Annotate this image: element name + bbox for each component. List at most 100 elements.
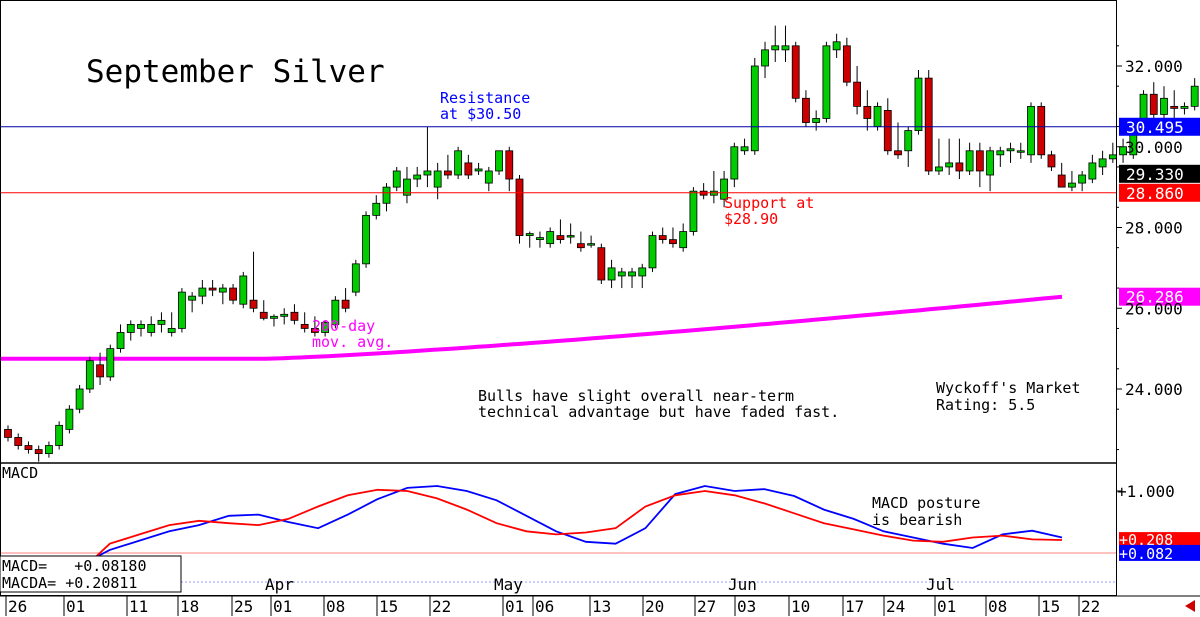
candle-body bbox=[270, 315, 278, 319]
macd-series-line bbox=[79, 485, 1063, 567]
candle-body bbox=[996, 150, 1005, 156]
candle-body bbox=[464, 162, 473, 176]
support-label-line1: Support at bbox=[724, 194, 814, 212]
candle-body bbox=[188, 295, 197, 301]
bulls-comment-line2: technical advantage but have faded fast. bbox=[478, 403, 839, 421]
y-tick-label: 26.000 bbox=[1125, 299, 1183, 318]
candle-body bbox=[126, 323, 135, 333]
candle-body bbox=[863, 105, 872, 119]
x-date-label: 10 bbox=[791, 597, 810, 616]
sma-label-line1: 200-day bbox=[312, 317, 375, 335]
candle-body bbox=[4, 428, 12, 438]
candle-body bbox=[259, 311, 268, 319]
candle-body bbox=[1047, 154, 1056, 168]
candle-body bbox=[1088, 162, 1097, 180]
candle-body bbox=[239, 275, 248, 305]
candle-body bbox=[730, 146, 739, 180]
x-date-label: 01 bbox=[273, 597, 292, 616]
candle-body bbox=[1149, 93, 1158, 115]
x-date-label: 20 bbox=[645, 597, 664, 616]
support-tag-value: 28.860 bbox=[1126, 184, 1184, 203]
candle-body bbox=[14, 437, 23, 446]
scroll-left-arrow-icon[interactable] bbox=[1185, 600, 1195, 612]
candle-body bbox=[423, 170, 432, 176]
candle-body bbox=[474, 168, 483, 172]
resistance-tag-box bbox=[1119, 117, 1200, 136]
candle-body bbox=[740, 146, 749, 152]
macd-comment-line1: MACD posture bbox=[872, 494, 980, 512]
candle-body bbox=[382, 186, 391, 204]
candle-body bbox=[689, 190, 698, 232]
candle-body bbox=[55, 424, 64, 446]
candle-body bbox=[75, 388, 84, 410]
candle-body bbox=[137, 323, 145, 329]
x-date-label: 15 bbox=[1041, 597, 1060, 616]
candle-body bbox=[914, 77, 923, 132]
candle-body bbox=[85, 360, 94, 390]
x-date-label: 18 bbox=[180, 597, 199, 616]
y-tick-label: 32.000 bbox=[1125, 57, 1183, 76]
last-price-tag-box bbox=[1119, 164, 1200, 183]
candle-body bbox=[362, 214, 370, 265]
candle-body bbox=[413, 174, 422, 180]
candle-body bbox=[24, 445, 33, 450]
candle-body bbox=[720, 178, 728, 200]
x-date-label: 22 bbox=[1081, 597, 1100, 616]
x-month-label: Jul bbox=[926, 575, 955, 594]
candle-body bbox=[147, 323, 156, 333]
candle-body bbox=[167, 328, 176, 333]
candle-body bbox=[607, 267, 616, 281]
macd-panel: +1.000 +0.208+0.082 bbox=[0, 482, 1200, 583]
candle-body bbox=[280, 313, 289, 317]
candle-body bbox=[341, 299, 350, 309]
candle-body bbox=[771, 45, 780, 51]
candle-body bbox=[351, 263, 360, 293]
candle-body bbox=[198, 287, 207, 297]
candle-body bbox=[832, 41, 841, 51]
x-month-label: Jun bbox=[728, 575, 757, 594]
candle-body bbox=[883, 110, 892, 152]
candle-body bbox=[1078, 174, 1087, 184]
candlesticks bbox=[4, 25, 1199, 462]
candle-body bbox=[1170, 105, 1179, 109]
support-tag-box bbox=[1119, 183, 1200, 202]
candle-body bbox=[536, 237, 544, 241]
candle-body bbox=[45, 445, 53, 454]
macd-tick-label: +1.000 bbox=[1117, 482, 1175, 501]
candle-body bbox=[955, 162, 964, 172]
x-date-label: 13 bbox=[592, 597, 611, 616]
candle-body bbox=[1027, 105, 1035, 156]
candle-body bbox=[1037, 105, 1046, 156]
candle-body bbox=[1068, 182, 1076, 188]
candle-body bbox=[218, 287, 227, 293]
candle-body bbox=[750, 65, 759, 152]
candle-body bbox=[853, 81, 861, 107]
candle-body bbox=[515, 178, 524, 236]
candle-body bbox=[96, 364, 104, 378]
chart-title: September Silver bbox=[86, 54, 385, 90]
candle-body bbox=[1190, 85, 1199, 107]
macd-readout-box bbox=[0, 555, 182, 593]
candle-body bbox=[904, 130, 913, 152]
candle-body bbox=[1098, 158, 1107, 168]
rating-line2: Rating: 5.5 bbox=[936, 396, 1035, 414]
candle-body bbox=[658, 235, 667, 241]
bulls-comment-line1: Bulls have slight overall near-term bbox=[478, 387, 794, 405]
candle-body bbox=[617, 271, 626, 277]
macda-readout-value: MACDA= +0.20811 bbox=[2, 574, 137, 592]
candle-body bbox=[372, 202, 381, 216]
candle-body bbox=[781, 45, 790, 51]
candle-body bbox=[116, 332, 125, 350]
macd-tag-value: +0.082 bbox=[1119, 545, 1173, 563]
candle-body bbox=[484, 170, 493, 184]
y-tick-label: 24.000 bbox=[1125, 380, 1183, 399]
macda-tag-box bbox=[1119, 532, 1200, 547]
candle-body bbox=[1006, 148, 1015, 152]
candle-body bbox=[505, 150, 514, 180]
x-date-label: 22 bbox=[432, 597, 451, 616]
candle-body bbox=[106, 348, 115, 378]
macd-panel-title: MACD bbox=[2, 464, 38, 482]
candle-body bbox=[1057, 174, 1066, 188]
rating-line1: Wyckoff's Market bbox=[936, 379, 1081, 397]
